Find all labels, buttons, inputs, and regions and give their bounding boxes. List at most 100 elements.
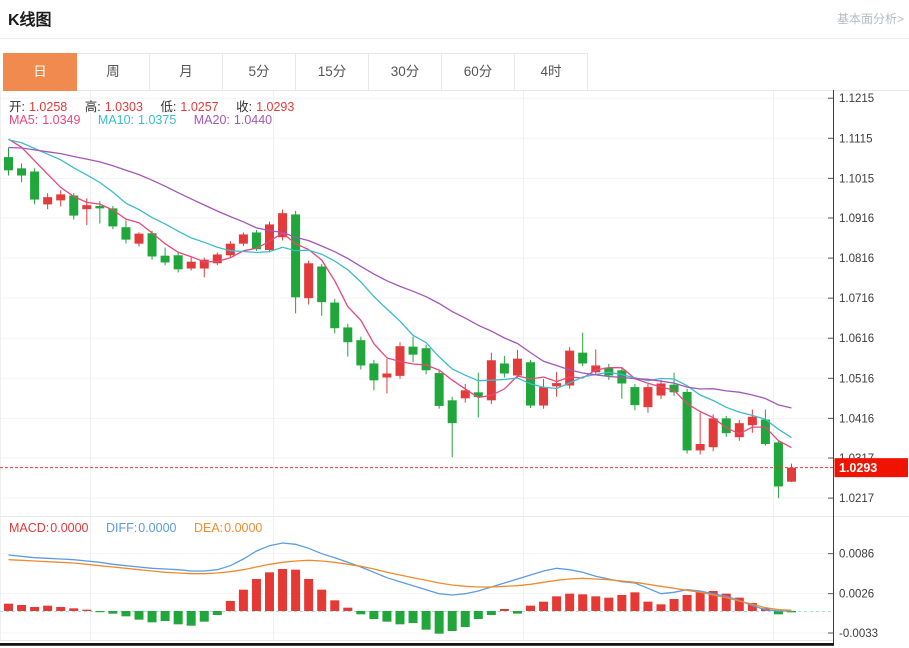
macd-bar — [591, 596, 601, 611]
macd-bar — [473, 611, 483, 620]
candle-body — [721, 418, 731, 434]
macd-bar — [251, 578, 261, 611]
candle-body — [421, 348, 431, 371]
tab-4时[interactable]: 4时 — [515, 53, 588, 91]
macd-label: 0.0086 — [839, 549, 874, 561]
candle-body — [278, 213, 288, 238]
candle-body — [82, 205, 92, 210]
macd-bar — [578, 594, 588, 611]
candle-body — [317, 266, 327, 303]
candle-body — [291, 214, 301, 298]
macd-bar — [447, 611, 457, 632]
candle-body — [630, 387, 640, 406]
macd-bar — [669, 598, 679, 611]
macd-bar — [369, 611, 379, 620]
candle-body — [369, 363, 379, 381]
fundamental-analysis-link[interactable]: 基本面分析> — [836, 12, 904, 26]
candle-body — [760, 419, 770, 445]
macd-value: 0.0000 — [50, 521, 89, 535]
tab-60分[interactable]: 60分 — [442, 53, 515, 91]
candle-body — [669, 384, 679, 393]
macd-bar — [30, 606, 40, 611]
candle-body — [121, 227, 131, 240]
macd-bar — [526, 605, 535, 611]
candle-body — [499, 363, 509, 374]
high-label: 高: — [84, 100, 101, 114]
candle-body — [304, 263, 314, 299]
candle-body — [186, 261, 196, 269]
macd-bar — [225, 600, 235, 611]
ma20-label: MA20: — [193, 113, 230, 127]
price-label: 1.1215 — [839, 93, 874, 105]
macd-label: MACD: — [9, 521, 50, 535]
open-value: 1.0258 — [28, 100, 68, 114]
macd-bar — [643, 601, 653, 611]
candle-body — [656, 383, 666, 396]
macd-bar — [356, 611, 366, 615]
ma-row: MA5: 1.0349 MA10: 1.0375 MA20: 1.0440 — [9, 113, 276, 127]
current-price-label-box — [834, 458, 908, 478]
dea-label: DEA: — [193, 521, 224, 535]
macd-bar — [304, 578, 314, 611]
candle-body — [173, 255, 183, 270]
candle-body — [265, 224, 274, 251]
candle-body — [473, 392, 483, 398]
candle-body — [565, 350, 575, 386]
macd-bar — [212, 611, 222, 616]
macd-bar — [186, 611, 196, 626]
candle-body — [199, 259, 209, 269]
ma10-value: 1.0375 — [138, 113, 177, 127]
macd-bar — [787, 611, 796, 613]
candle-body — [95, 205, 105, 209]
price-axis: 1.1215 1.1115 1.1015 1.0916 1.0816 1.0716 1.06… — [828, 90, 878, 645]
candle-body — [643, 387, 653, 408]
candle-body — [460, 390, 470, 399]
tab-5分[interactable]: 5分 — [223, 53, 296, 91]
macd-bar — [695, 592, 705, 611]
macd-bar — [630, 592, 640, 611]
candle-body — [539, 387, 549, 406]
candle-body — [343, 327, 353, 343]
macd-bar — [434, 611, 444, 634]
candle-body — [4, 157, 13, 171]
macd-bar — [291, 569, 301, 611]
dea-line — [8, 559, 792, 611]
diff-value: 0.0000 — [138, 521, 177, 535]
macd-bar — [382, 611, 392, 622]
macd-bar — [82, 609, 92, 611]
candle-body — [447, 400, 457, 424]
tab-30分[interactable]: 30分 — [369, 53, 442, 91]
macd-bar — [734, 597, 744, 611]
price-label: 1.0916 — [839, 213, 874, 225]
macd-bar — [265, 572, 274, 611]
ma20-value: 1.0440 — [233, 113, 273, 127]
macd-bar — [330, 600, 340, 611]
candle-body — [69, 195, 79, 216]
macd-bar — [460, 611, 470, 628]
candle-body — [108, 208, 118, 227]
candle-body — [17, 168, 27, 176]
macd-bar — [499, 608, 509, 611]
ma20-line — [8, 146, 792, 409]
macd-bar — [317, 589, 327, 611]
macd-bar — [147, 611, 157, 623]
macd-bar — [95, 611, 105, 613]
tab-月[interactable]: 月 — [150, 53, 223, 91]
price-label: 1.0816 — [839, 253, 874, 265]
macd-bar — [408, 611, 418, 624]
diff-line — [8, 542, 792, 612]
macd-bar — [656, 604, 666, 611]
tab-日[interactable]: 日 — [3, 53, 77, 91]
tab-周[interactable]: 周 — [77, 53, 150, 91]
macd-bar — [747, 602, 757, 611]
candle-body — [160, 255, 170, 263]
ma5-label: MA5: — [9, 113, 39, 127]
low-value: 1.0257 — [180, 100, 219, 114]
tab-15分[interactable]: 15分 — [296, 53, 369, 91]
candle-body — [578, 352, 588, 364]
macd-bar — [512, 611, 522, 614]
page-title: K线图 — [8, 12, 52, 29]
candle-body — [434, 373, 444, 406]
candle-body — [747, 416, 757, 426]
